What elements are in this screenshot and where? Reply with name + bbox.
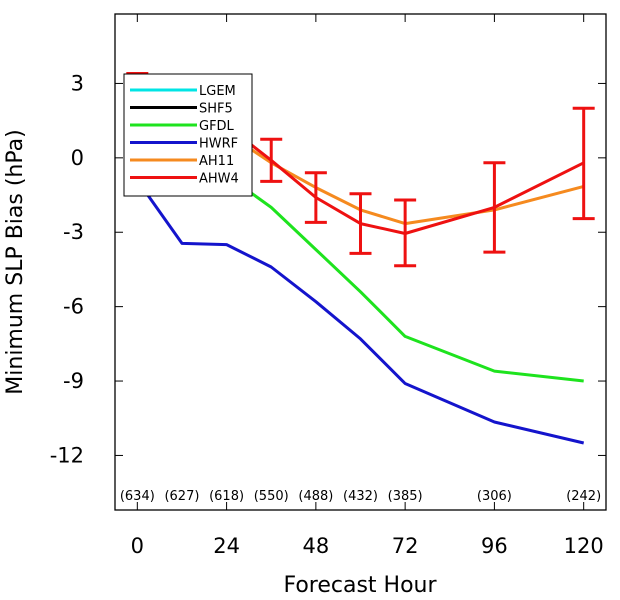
error-bar [349,192,372,255]
x-tick-label: 48 [302,534,329,558]
sample-count-label: (550) [254,489,289,504]
y-axis-title: Minimum SLP Bias (hPa) [3,129,28,394]
legend-label-ah11: AH11 [199,154,234,169]
legend-box [123,73,253,197]
x-axis: 0 24 48 72 96 120 [131,14,604,558]
y-tick-label: 0 [71,146,84,170]
sample-count-label: (306) [477,489,512,504]
x-axis-title: Forecast Hour [283,573,437,598]
legend-label-lgem: LGEM [199,84,236,99]
sample-count-label: (432) [343,489,378,504]
sample-count-label: (627) [164,489,199,504]
y-tick-label: -3 [63,220,84,244]
error-bar [394,198,417,268]
y-axis: 3 0 -3 -6 -9 -12 [50,71,606,467]
sample-count-label: (634) [120,489,155,504]
y-tick-label: 3 [71,71,84,95]
x-tick-label: 96 [481,534,508,558]
legend-label-shf5: SHF5 [199,102,233,117]
legend-label-hwrf: HWRF [199,137,238,152]
x-tick-label: 120 [564,534,604,558]
sample-count-label: (618) [209,489,244,504]
error-bar [483,161,506,254]
plot-frame [114,13,607,511]
sample-count-label: (385) [388,489,423,504]
y-tick-label: -9 [63,369,84,393]
legend-label-gfdl: GFDL [199,119,235,134]
error-bar [260,137,283,183]
error-bar [572,106,595,221]
y-tick-label: -6 [63,295,84,319]
x-tick-label: 24 [213,534,240,558]
legend: LGEM SHF5 GFDL HWRF AH11 AHW4 [123,73,253,197]
sample-counts: (634) (627) (618) (550) (488) (432) (385) (306)… [120,489,601,504]
y-tick-label: -12 [50,443,84,467]
x-tick-label: 72 [392,534,419,558]
legend-label-ahw4: AHW4 [199,172,239,187]
sample-count-label: (488) [298,489,333,504]
series-line-hwrf [136,179,585,445]
sample-count-label: (242) [566,489,601,504]
error-bar [304,171,327,224]
x-tick-label: 0 [131,534,144,558]
